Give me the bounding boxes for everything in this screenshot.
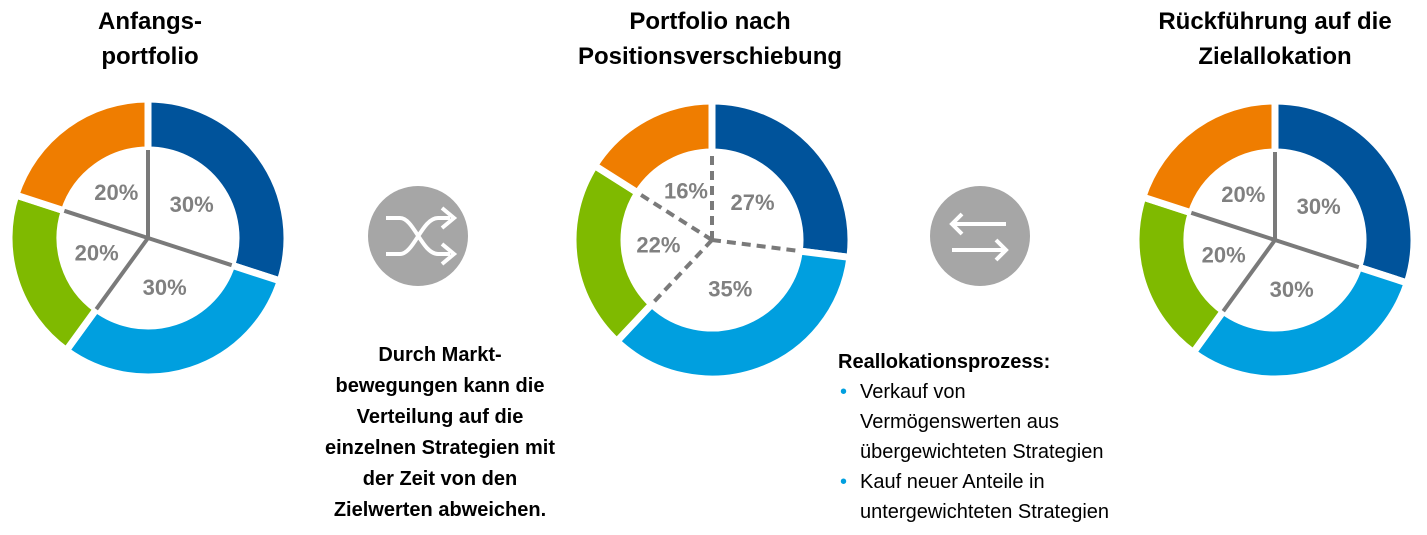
donut-slice bbox=[61, 260, 285, 381]
value-label: 35% bbox=[708, 277, 752, 302]
process-note: Reallokationsprozess: Verkauf von Vermög… bbox=[838, 347, 1158, 527]
donut-slice bbox=[144, 95, 291, 286]
value-label: 20% bbox=[1221, 182, 1265, 207]
value-label: 27% bbox=[730, 190, 774, 215]
donut-slice bbox=[1188, 262, 1412, 383]
bullet: Kauf neuer Anteile in untergewichteten S… bbox=[838, 467, 1158, 527]
value-label: 30% bbox=[143, 275, 187, 300]
divider bbox=[711, 238, 800, 254]
donut-slice bbox=[611, 247, 854, 383]
divider bbox=[63, 208, 149, 240]
chart-title: Portfolio nach Positionsverschiebung bbox=[577, 8, 843, 70]
donut-slice bbox=[589, 97, 716, 198]
divider bbox=[147, 236, 233, 268]
donut-slice bbox=[1138, 97, 1279, 218]
donut-slice bbox=[11, 95, 152, 216]
divider bbox=[1221, 238, 1277, 313]
caption: Durch Markt- bewegungen kann die Verteil… bbox=[324, 344, 556, 521]
value-label: 16% bbox=[664, 178, 708, 203]
value-label: 20% bbox=[1202, 242, 1246, 267]
value-label: 30% bbox=[170, 192, 214, 217]
chart-title: Rückführung auf die Zielallokation bbox=[1158, 8, 1392, 70]
process-heading: Reallokationsprozess: bbox=[838, 351, 1051, 373]
exchange-icon bbox=[930, 186, 1030, 286]
divider bbox=[94, 236, 150, 311]
divider bbox=[1190, 210, 1276, 242]
donut-slice bbox=[1271, 97, 1418, 288]
donut-slice bbox=[708, 97, 855, 262]
divider bbox=[1274, 238, 1360, 270]
value-label: 20% bbox=[94, 180, 138, 205]
chart-title: Anfangs- portfolio bbox=[98, 8, 202, 70]
value-label: 22% bbox=[636, 233, 680, 258]
shuffle-icon bbox=[368, 186, 468, 286]
value-label: 30% bbox=[1270, 277, 1314, 302]
value-label: 30% bbox=[1297, 194, 1341, 219]
bullet: Verkauf von Vermögenswerten aus übergewi… bbox=[838, 377, 1158, 467]
value-label: 20% bbox=[75, 240, 119, 265]
